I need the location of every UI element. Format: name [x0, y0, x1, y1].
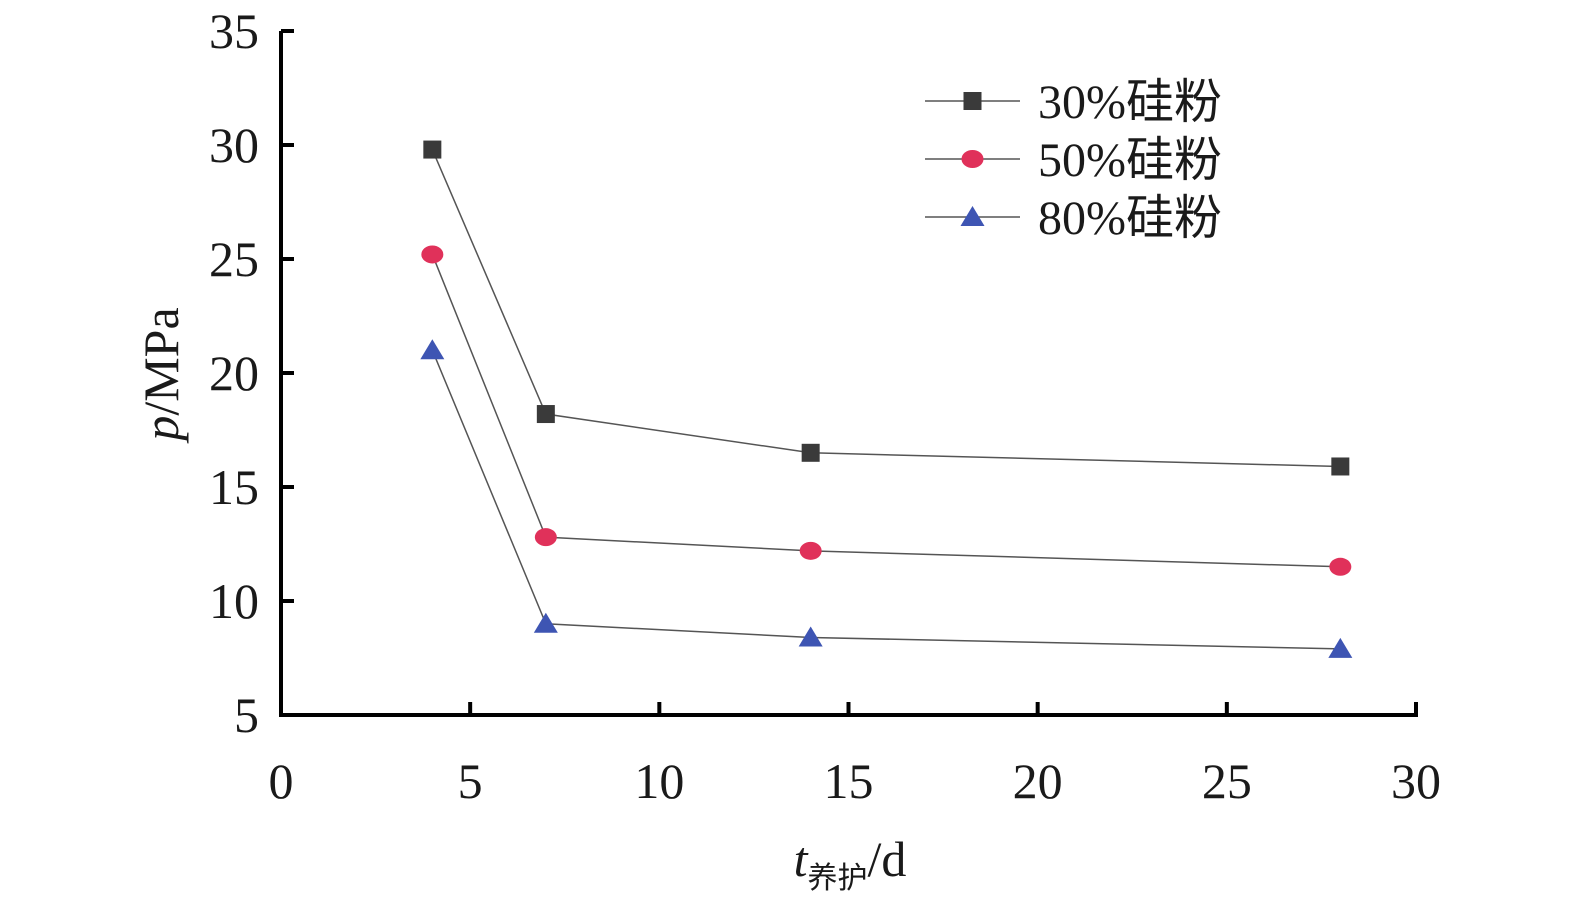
data-point-series-3: [798, 626, 823, 647]
x-tick-label: 20: [1013, 753, 1063, 809]
data-point-series-3: [420, 339, 445, 360]
legend-marker: [963, 92, 982, 110]
x-tick-label: 10: [634, 753, 684, 809]
series-line-3: [431, 349, 1341, 650]
y-ticks: 5 10 15 20 25 30 35: [209, 3, 294, 743]
series-line-2: [431, 254, 1341, 568]
legend-item-2: 50%硅粉: [925, 134, 1222, 187]
series-line-1: [431, 149, 1341, 468]
x-axis-title: t养护/d: [794, 831, 907, 896]
legend-marker: [960, 206, 985, 226]
x-axis-title-subscript: 养护: [808, 861, 868, 896]
y-tick-label: 10: [209, 573, 259, 629]
y-tick-label: 30: [209, 117, 259, 173]
data-point-series-2: [799, 541, 822, 560]
legend-label: 50%硅粉: [1038, 134, 1222, 187]
x-tick-label: 5: [458, 753, 483, 809]
y-axis-title-italic: p: [133, 416, 189, 444]
data-point-series-2: [534, 528, 557, 547]
data-point-series-2: [1329, 557, 1352, 576]
series-lines: [431, 149, 1341, 650]
x-ticks: 0 5 10 15 20 25 30: [269, 702, 1441, 809]
legend-item-3: 80%硅粉: [925, 192, 1222, 245]
x-axis-title-var: t: [794, 831, 809, 887]
data-point-series-1: [1331, 457, 1350, 476]
data-point-series-3: [533, 612, 558, 633]
y-axis-title: p/MPa: [133, 307, 189, 443]
data-point-series-1: [536, 405, 555, 424]
y-tick-label: 15: [209, 459, 259, 515]
y-tick-label: 5: [234, 687, 259, 743]
legend-label: 80%硅粉: [1038, 192, 1222, 245]
y-tick-label: 25: [209, 231, 259, 287]
legend-label: 30%硅粉: [1038, 76, 1222, 129]
data-point-series-1: [423, 140, 442, 159]
x-tick-label: 30: [1391, 753, 1441, 809]
legend-item-1: 30%硅粉: [925, 76, 1222, 129]
legend-marker: [961, 150, 984, 168]
data-point-series-3: [1328, 637, 1353, 658]
series-markers: [420, 140, 1353, 658]
x-tick-label: 15: [824, 753, 874, 809]
data-point-series-1: [801, 443, 820, 462]
y-tick-label: 35: [209, 3, 259, 59]
x-tick-label: 25: [1202, 753, 1252, 809]
y-axis-title-unit: /MPa: [133, 307, 189, 415]
x-axis-title-unit: /d: [868, 831, 907, 887]
data-point-series-2: [421, 245, 444, 264]
x-tick-label: 0: [269, 753, 294, 809]
y-tick-label: 20: [209, 345, 259, 401]
